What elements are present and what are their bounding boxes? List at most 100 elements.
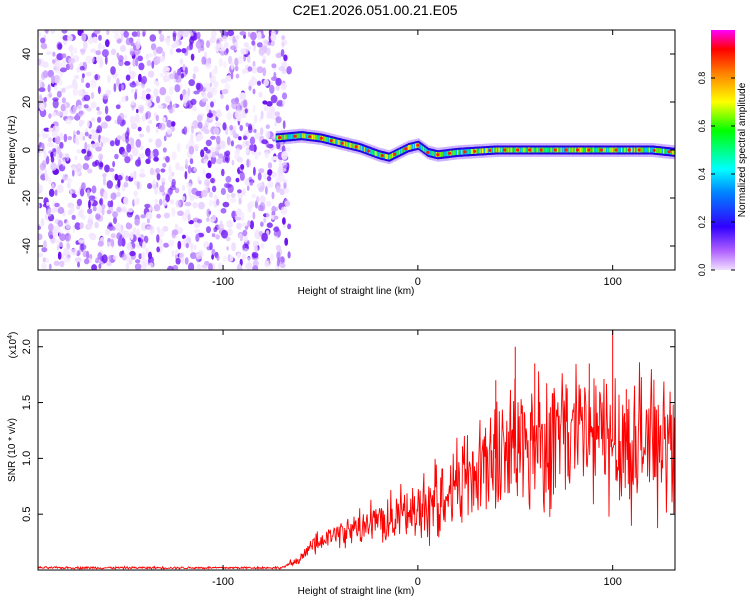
noise-cell xyxy=(126,252,130,262)
noise-cell xyxy=(253,166,256,176)
ridge-core xyxy=(630,147,633,153)
ridge-peak xyxy=(575,148,580,152)
noise-cell xyxy=(226,74,233,82)
noise-cell xyxy=(56,146,61,155)
noise-cell xyxy=(286,66,292,75)
ridge-core xyxy=(303,133,306,139)
ridge-core xyxy=(420,144,422,150)
noise-cell xyxy=(98,153,104,161)
noise-cell xyxy=(52,125,58,135)
noise-cell xyxy=(125,136,130,144)
noise-cell xyxy=(239,124,243,132)
noise-cell xyxy=(244,108,248,114)
noise-cell xyxy=(81,73,85,79)
noise-cell xyxy=(95,213,101,220)
noise-cell xyxy=(130,231,134,241)
noise-cell xyxy=(154,199,158,205)
noise-cell xyxy=(213,195,218,200)
noise-cell xyxy=(169,185,177,191)
ridge-core xyxy=(470,149,472,155)
noise-cell xyxy=(201,189,208,198)
ridge-core xyxy=(662,148,664,154)
noise-cell xyxy=(129,115,136,125)
noise-cell xyxy=(228,55,233,65)
noise-cell xyxy=(193,90,200,95)
noise-cell xyxy=(206,112,214,118)
noise-cell xyxy=(56,53,64,61)
noise-cell xyxy=(153,88,159,98)
ridge-core xyxy=(520,147,522,153)
ridge-core xyxy=(337,139,340,145)
ridge-peak xyxy=(319,136,323,140)
ridge-core xyxy=(353,143,356,149)
noise-cell xyxy=(218,153,224,159)
ridge-core xyxy=(445,151,448,157)
noise-cell xyxy=(103,137,110,143)
noise-cell xyxy=(252,265,259,270)
noise-cell xyxy=(51,183,55,190)
noise-cell xyxy=(71,193,77,198)
noise-cell xyxy=(201,56,207,65)
noise-cell xyxy=(79,61,83,67)
noise-cell xyxy=(225,104,229,111)
noise-cell xyxy=(273,145,277,150)
noise-cell xyxy=(47,84,51,93)
noise-cell xyxy=(165,194,170,203)
noise-cell xyxy=(231,159,235,166)
noise-cell xyxy=(215,146,220,155)
noise-cell xyxy=(273,215,279,220)
noise-cell xyxy=(259,202,266,212)
ridge-core xyxy=(563,147,565,153)
noise-cell xyxy=(153,80,159,85)
ridge-core xyxy=(486,148,488,154)
noise-cell xyxy=(132,58,136,67)
ridge-core xyxy=(407,145,409,151)
noise-cell xyxy=(163,200,167,206)
noise-cell xyxy=(91,129,96,135)
ridge-core xyxy=(389,154,392,160)
ridge-core xyxy=(372,149,374,155)
ridge-core xyxy=(482,148,485,154)
noise-cell xyxy=(190,252,197,260)
ridge-core xyxy=(483,148,485,154)
noise-cell xyxy=(118,59,124,67)
noise-cell xyxy=(101,204,106,210)
noise-cell xyxy=(258,47,265,56)
noise-cell xyxy=(107,74,111,84)
noise-cell xyxy=(246,185,250,191)
ridge-core xyxy=(550,147,552,153)
noise-cell xyxy=(281,42,285,48)
y-tick-label: 0.5 xyxy=(21,507,33,522)
ridge-peak xyxy=(667,150,671,154)
noise-cell xyxy=(171,207,176,217)
ridge-core xyxy=(390,153,393,159)
noise-cell xyxy=(177,30,184,38)
ridge-core xyxy=(612,147,614,153)
noise-cell xyxy=(59,233,66,241)
noise-cell xyxy=(211,87,218,96)
noise-cell xyxy=(55,61,62,70)
noise-cell xyxy=(141,251,146,261)
noise-cell xyxy=(52,51,56,57)
x-tick-label: -100 xyxy=(212,576,234,588)
ridge-core xyxy=(619,147,621,153)
ridge-core xyxy=(460,149,463,155)
noise-cell xyxy=(112,160,115,168)
noise-cell xyxy=(218,58,223,67)
ridge-core xyxy=(621,147,624,153)
noise-cell xyxy=(262,100,268,105)
ridge-core xyxy=(648,147,650,153)
ridge-core xyxy=(471,149,473,154)
noise-cell xyxy=(247,66,253,72)
noise-cell xyxy=(45,257,50,263)
noise-cell xyxy=(45,30,49,34)
ridge-core xyxy=(352,143,355,149)
ridge-peak xyxy=(652,148,656,152)
ridge-core xyxy=(532,147,535,153)
noise-cell xyxy=(187,213,191,222)
noise-cell xyxy=(207,160,212,169)
noise-cell xyxy=(62,87,66,93)
ridge-peak xyxy=(587,148,591,152)
noise-cell xyxy=(38,169,44,176)
noise-cell xyxy=(140,214,146,219)
